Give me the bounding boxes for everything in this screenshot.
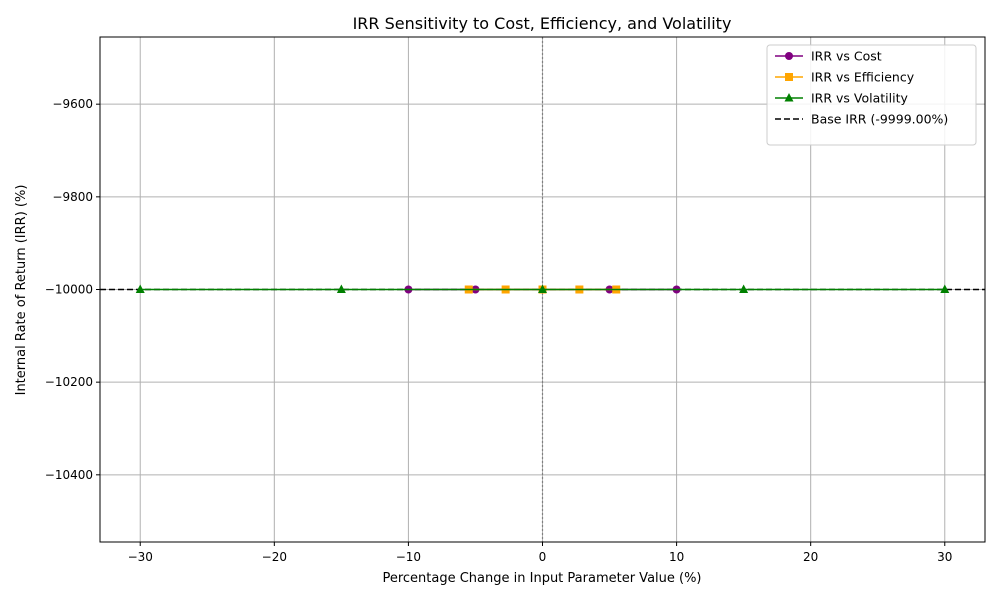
data-point [940,284,950,293]
y-tick-label: −10400 [45,468,93,482]
legend-marker [785,73,793,81]
legend-box [766,44,977,146]
x-tick-label: 20 [803,550,818,564]
x-tick-label: −10 [396,550,421,564]
x-tick-label: 10 [669,550,684,564]
y-tick-label: −10200 [45,375,93,389]
legend-label: IRR vs Efficiency [811,70,915,85]
y-axis-label: Internal Rate of Return (IRR) (%) [14,185,29,396]
legend-label: Base IRR (-9999.00%) [811,112,948,127]
ticks: −30 −20 −10 0 10 20 30 −9600 −9800 −10000 −10200 −1… [45,97,953,564]
legend-marker [785,52,793,60]
data-point [135,284,145,293]
data-point [739,284,749,293]
series-triangle [135,284,950,293]
data-point [538,284,547,293]
legend-label: IRR vs Volatility [811,91,908,106]
x-tick-label: 0 [539,550,547,564]
y-tick-label: −9800 [52,190,93,204]
series-layer [135,284,950,294]
x-tick-label: −30 [128,550,153,564]
legend-label: IRR vs Cost [811,49,882,64]
x-tick-label: 30 [937,550,952,564]
legend-marker [784,93,794,102]
chart-title: IRR Sensitivity to Cost, Efficiency, and… [353,14,732,33]
x-tick-label: −20 [262,550,287,564]
y-tick-label: −10000 [45,283,93,297]
legend-entry: IRR vs Cost [775,49,882,64]
legend: IRR vs Cost IRR vs Efficiency IRR vs Volat… [766,44,977,146]
legend-entry: IRR vs Volatility [775,91,908,106]
x-axis-label: Percentage Change in Input Parameter Val… [382,571,701,586]
legend-entry: IRR vs Efficiency [775,70,915,85]
y-tick-label: −9600 [52,97,93,111]
data-point [336,284,346,293]
legend-entry: Base IRR (-9999.00%) [775,112,948,127]
